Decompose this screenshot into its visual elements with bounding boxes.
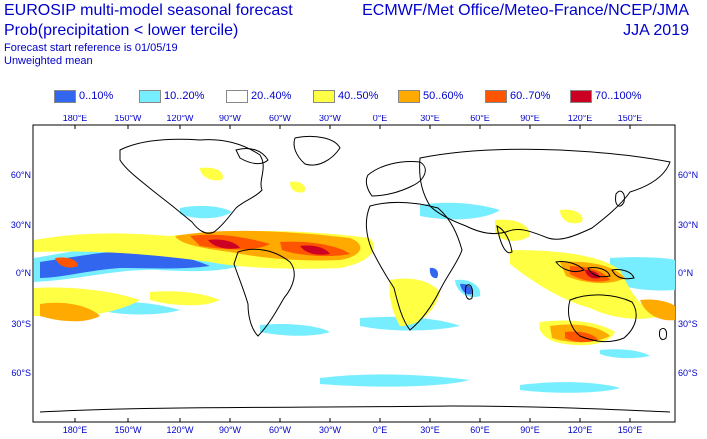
color-legend: 0..10% 10..20% 20..40% 40..50% 50..60% 6…: [0, 88, 707, 104]
coastlines: [39, 135, 671, 413]
lat-label: 0°N: [678, 268, 693, 278]
lat-label: 30°S: [11, 319, 31, 329]
lat-label: 60°S: [678, 368, 698, 378]
legend-item: 10..20%: [139, 88, 204, 104]
lat-label: 30°N: [678, 220, 698, 230]
legend-item: 20..40%: [226, 88, 291, 104]
precipitation-map: 180°E 150°W 120°W 90°W 60°W 30°W 0°E 30°…: [11, 115, 698, 435]
lon-label: 180°E: [63, 425, 88, 435]
lon-label: 90°E: [520, 115, 540, 123]
lat-label: 0°N: [16, 268, 31, 278]
lon-label: 30°E: [420, 115, 440, 123]
forecast-period: JJA 2019: [623, 22, 689, 39]
lon-label: 0°E: [373, 115, 388, 123]
lon-label: 150°W: [114, 115, 142, 123]
legend-item: 50..60%: [398, 88, 463, 104]
lon-label: 120°E: [568, 425, 593, 435]
lon-label: 60°E: [470, 425, 490, 435]
legend-swatch: [54, 89, 76, 103]
lon-label: 150°W: [114, 425, 142, 435]
lon-label: 30°W: [319, 115, 342, 123]
bottom-longitude-labels: 180°E 150°W 120°W 90°W 60°W 30°W 0°E 30°…: [63, 425, 643, 435]
probability-shading: [34, 167, 675, 393]
lon-label: 90°E: [520, 425, 540, 435]
left-latitude-labels: 60°N 30°N 0°N 30°S 60°S: [11, 170, 31, 378]
lon-label: 90°W: [219, 115, 242, 123]
legend-label: 60..70%: [510, 90, 551, 102]
legend-label: 0..10%: [79, 90, 114, 102]
legend-item: 70..100%: [570, 88, 641, 104]
legend-item: 40..50%: [313, 88, 378, 104]
top-longitude-labels: 180°E 150°W 120°W 90°W 60°W 30°W 0°E 30°…: [63, 115, 643, 123]
lat-label: 30°S: [678, 319, 698, 329]
legend-swatch: [398, 89, 420, 103]
lon-label: 120°E: [568, 115, 593, 123]
lon-label: 150°E: [618, 115, 643, 123]
legend-label: 40..50%: [338, 90, 379, 102]
right-latitude-labels: 60°N 30°N 0°N 30°S 60°S: [678, 170, 698, 378]
legend-swatch: [139, 89, 161, 103]
lat-label: 60°N: [678, 170, 698, 180]
legend-swatch: [226, 89, 248, 103]
legend-item: 0..10%: [54, 88, 113, 104]
lon-label: 60°E: [470, 115, 490, 123]
weighting-note: Unweighted mean: [4, 55, 93, 67]
lat-label: 60°N: [11, 170, 31, 180]
lon-label: 30°W: [319, 425, 342, 435]
lon-label: 120°W: [166, 425, 194, 435]
legend-label: 20..40%: [251, 90, 292, 102]
lon-label: 0°E: [373, 425, 388, 435]
data-source: ECMWF/Met Office/Meteo-France/NCEP/JMA: [362, 2, 689, 19]
axis-ticks: [74, 125, 631, 422]
legend-swatch: [485, 89, 507, 103]
legend-item: 60..70%: [485, 88, 550, 104]
forecast-reference: Forecast start reference is 01/05/19: [4, 42, 178, 54]
map-subtitle: Prob(precipitation < lower tercile): [4, 22, 239, 39]
legend-swatch: [570, 89, 592, 103]
lon-label: 180°E: [63, 115, 88, 123]
map-title: EUROSIP multi-model seasonal forecast: [4, 2, 293, 19]
legend-label: 70..100%: [595, 90, 642, 102]
legend-label: 10..20%: [164, 90, 205, 102]
lon-label: 30°E: [420, 425, 440, 435]
lon-label: 90°W: [219, 425, 242, 435]
lat-label: 30°N: [11, 220, 31, 230]
lon-label: 120°W: [166, 115, 194, 123]
legend-swatch: [313, 89, 335, 103]
lon-label: 150°E: [618, 425, 643, 435]
lon-label: 60°W: [269, 115, 292, 123]
legend-label: 50..60%: [423, 90, 464, 102]
lat-label: 60°S: [11, 368, 31, 378]
lon-label: 60°W: [269, 425, 292, 435]
